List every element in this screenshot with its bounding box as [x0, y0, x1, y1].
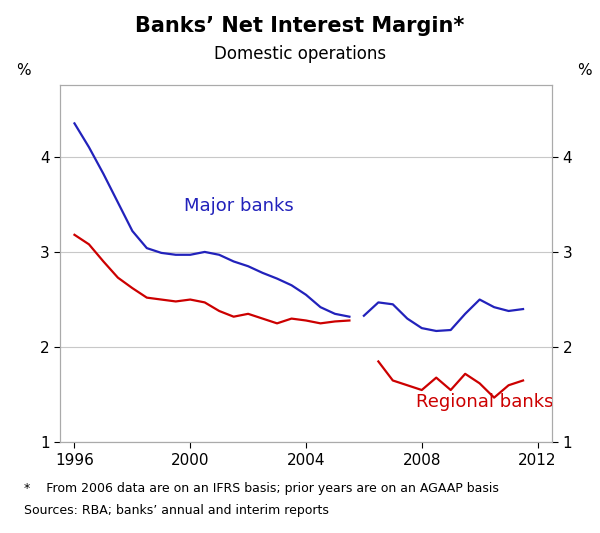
Text: %: % — [16, 63, 31, 78]
Text: Domestic operations: Domestic operations — [214, 45, 386, 63]
Text: Sources: RBA; banks’ annual and interim reports: Sources: RBA; banks’ annual and interim … — [24, 504, 329, 516]
Text: %: % — [577, 63, 591, 78]
Text: Banks’ Net Interest Margin*: Banks’ Net Interest Margin* — [136, 16, 464, 36]
Text: Regional banks: Regional banks — [416, 393, 553, 411]
Text: Major banks: Major banks — [184, 197, 294, 215]
Text: *    From 2006 data are on an IFRS basis; prior years are on an AGAAP basis: * From 2006 data are on an IFRS basis; p… — [24, 482, 499, 495]
